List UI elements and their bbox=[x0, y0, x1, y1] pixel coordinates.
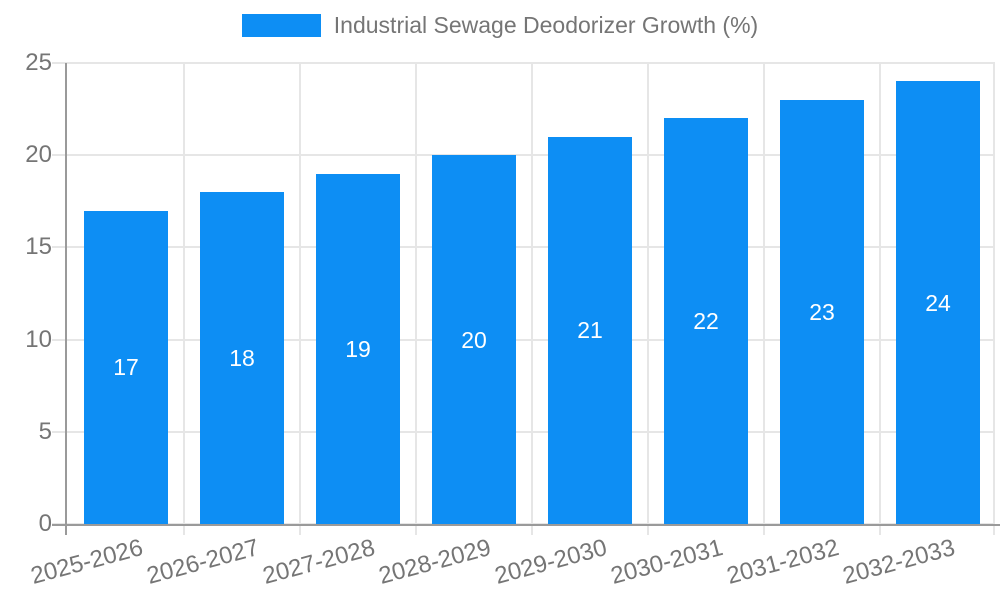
x-tick-label: 2030-2031 bbox=[608, 534, 726, 590]
chart-legend: Industrial Sewage Deodorizer Growth (%) bbox=[0, 12, 1000, 39]
y-tick-label: 0 bbox=[38, 510, 52, 537]
x-axis bbox=[52, 524, 1000, 526]
v-gridline bbox=[647, 63, 649, 535]
y-axis bbox=[65, 63, 67, 535]
x-tick-label: 2031-2032 bbox=[724, 534, 842, 590]
bar-value-label: 20 bbox=[461, 326, 487, 353]
bar: 19 bbox=[316, 173, 400, 524]
h-gridline bbox=[52, 62, 995, 64]
legend-label: Industrial Sewage Deodorizer Growth (%) bbox=[333, 12, 759, 38]
v-gridline bbox=[531, 63, 533, 535]
bar-value-label: 21 bbox=[577, 317, 603, 344]
y-tick-label: 10 bbox=[25, 325, 52, 353]
x-tick-label: 2029-2030 bbox=[492, 534, 610, 590]
y-tick-label: 15 bbox=[25, 233, 52, 261]
bar-value-label: 18 bbox=[229, 345, 255, 372]
bar-value-label: 17 bbox=[113, 354, 139, 381]
plot-area: 17 18 19 20 21 22 23 24 bbox=[52, 62, 1000, 535]
x-tick-label: 2027-2028 bbox=[260, 534, 378, 590]
v-gridline bbox=[299, 63, 301, 535]
y-tick-label: 25 bbox=[25, 49, 52, 76]
h-gridline bbox=[52, 338, 995, 341]
bar: 21 bbox=[548, 136, 632, 524]
bar-value-label: 23 bbox=[809, 298, 835, 325]
x-tick-label: 2032-2033 bbox=[840, 534, 958, 590]
h-gridline bbox=[52, 246, 995, 249]
x-tick-label: 2026-2027 bbox=[144, 534, 262, 590]
x-tick-label: 2025-2026 bbox=[28, 534, 146, 590]
bar: 20 bbox=[432, 155, 516, 524]
v-gridline bbox=[183, 63, 185, 535]
bar-value-label: 22 bbox=[693, 308, 719, 335]
h-gridline bbox=[52, 430, 995, 433]
bar: 22 bbox=[664, 118, 748, 524]
bar-value-label: 24 bbox=[925, 289, 951, 316]
bar: 24 bbox=[896, 81, 980, 524]
bar: 23 bbox=[780, 99, 864, 524]
bar: 17 bbox=[84, 210, 168, 524]
v-gridline bbox=[993, 63, 995, 535]
y-tick-label: 20 bbox=[25, 141, 52, 169]
y-tick-label: 5 bbox=[38, 417, 52, 445]
v-gridline bbox=[879, 63, 881, 535]
v-gridline bbox=[763, 63, 765, 535]
legend-swatch bbox=[241, 14, 321, 37]
v-gridline bbox=[415, 63, 417, 535]
bar: 18 bbox=[200, 192, 284, 524]
x-tick-label: 2028-2029 bbox=[376, 534, 494, 590]
bar-value-label: 19 bbox=[345, 335, 371, 362]
h-gridline bbox=[52, 154, 995, 157]
